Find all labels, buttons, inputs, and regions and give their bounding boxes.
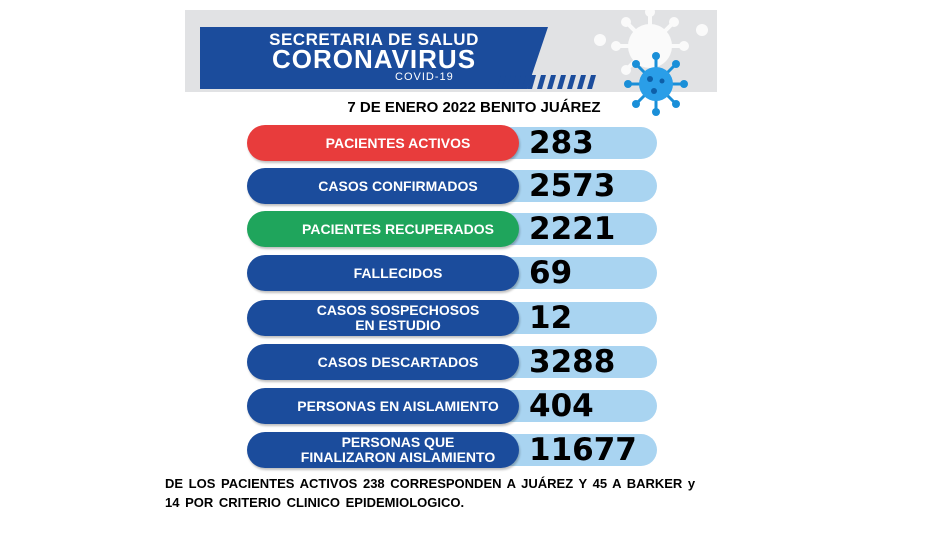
stat-label-pill: FALLECIDOS xyxy=(247,255,519,291)
stat-row-aislamiento: PERSONAS EN AISLAMIENTO 404 xyxy=(247,388,657,424)
stat-label: FALLECIDOS xyxy=(353,264,443,281)
covid-subtitle: COVID-19 xyxy=(395,71,454,83)
stat-label-line2: FINALIZARON AISLAMIENTO xyxy=(300,449,496,465)
report-date: 7 DE ENERO 2022 BENITO JUÁREZ xyxy=(347,99,601,116)
coronavirus-title: CORONAVIRUS xyxy=(271,44,477,74)
stat-label-pill: CASOS DESCARTADOS xyxy=(247,344,519,380)
stat-label-pill: CASOS CONFIRMADOS xyxy=(247,168,519,204)
stat-row-recuperados: PACIENTES RECUPERADOS 2221 xyxy=(247,211,657,247)
virus-watermark-icon xyxy=(594,10,708,75)
stat-label-pill: PERSONAS EN AISLAMIENTO xyxy=(247,388,519,424)
footer-note: DE LOS PACIENTES ACTIVOS 238 CORRESPONDE… xyxy=(165,474,765,512)
stat-label: PACIENTES RECUPERADOS xyxy=(302,220,494,237)
header-banner xyxy=(200,27,548,89)
stat-value: 2573 xyxy=(529,168,616,204)
stat-row-fallecidos: FALLECIDOS 69 xyxy=(247,255,657,291)
stat-label-pill: PERSONAS QUE FINALIZARON AISLAMIENTO xyxy=(247,432,519,468)
stat-label-line1: PERSONAS QUE xyxy=(341,434,455,450)
stat-row-descartados: CASOS DESCARTADOS 3288 xyxy=(247,344,657,380)
stripes-decoration xyxy=(497,75,596,89)
virus-icon xyxy=(624,52,688,116)
stat-label: PERSONAS EN AISLAMIENTO xyxy=(297,397,499,414)
footer-line2: 14 POR CRITERIO CLINICO EPIDEMIOLOGICO. xyxy=(165,495,465,510)
footer-line1: DE LOS PACIENTES ACTIVOS 238 CORRESPONDE… xyxy=(165,476,696,491)
stat-label: PACIENTES ACTIVOS xyxy=(325,134,471,151)
secretaria-title: SECRETARIA DE SALUD xyxy=(269,30,479,49)
stat-row-finalizaron: PERSONAS QUE FINALIZARON AISLAMIENTO 116… xyxy=(247,432,657,468)
stat-value: 3288 xyxy=(529,344,616,380)
stat-label-line1: CASOS SOSPECHOSOS xyxy=(316,302,480,318)
stat-value: 11677 xyxy=(529,432,637,468)
stat-label-line2: EN ESTUDIO xyxy=(355,317,441,333)
stat-label-pill: PACIENTES RECUPERADOS xyxy=(247,211,519,247)
stat-value: 283 xyxy=(529,125,594,161)
stat-label: CASOS DESCARTADOS xyxy=(317,353,479,370)
stat-label: CASOS CONFIRMADOS xyxy=(318,177,478,194)
stat-label-pill: CASOS SOSPECHOSOS EN ESTUDIO xyxy=(247,300,519,336)
stat-value: 69 xyxy=(529,255,573,291)
stat-row-sospechosos: CASOS SOSPECHOSOS EN ESTUDIO 12 xyxy=(247,300,657,336)
stat-value: 2221 xyxy=(529,211,616,247)
stat-value: 404 xyxy=(529,388,594,424)
stat-row-confirmados: CASOS CONFIRMADOS 2573 xyxy=(247,168,657,204)
stat-label-pill: PACIENTES ACTIVOS xyxy=(247,125,519,161)
stat-value: 12 xyxy=(529,300,573,336)
stat-row-activos: PACIENTES ACTIVOS 283 xyxy=(247,125,657,161)
